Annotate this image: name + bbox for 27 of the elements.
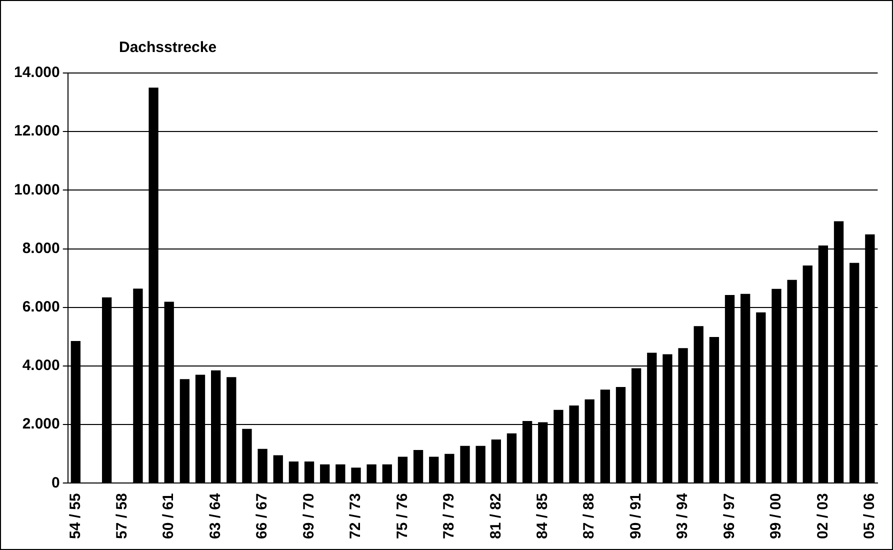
- x-tick-label: 69 / 70: [300, 493, 318, 540]
- y-tick-label: 2.000: [22, 416, 60, 433]
- x-tick-label: 75 / 76: [394, 493, 411, 540]
- x-tick-label: 93 / 94: [674, 492, 692, 540]
- x-tick-label: 72 / 73: [347, 493, 364, 540]
- y-tick-label: 0: [52, 474, 60, 492]
- x-tick-label: 87 / 88: [580, 493, 598, 540]
- x-tick-label: 90 / 91: [627, 493, 644, 540]
- x-tick-label: 54 / 55: [66, 493, 84, 540]
- y-tick-label: 8.000: [22, 240, 60, 257]
- x-tick-label: 57 / 58: [114, 493, 131, 540]
- y-tick-label: 12.000: [14, 122, 60, 140]
- x-tick-label: 84 / 85: [534, 493, 552, 540]
- x-tick-label: 63 / 64: [206, 492, 224, 540]
- x-tick-label: 81 / 82: [487, 493, 504, 540]
- chart-title: Dachsstrecke: [119, 39, 217, 56]
- y-tick-label: 6.000: [22, 298, 60, 316]
- x-tick-label: 99 / 00: [768, 493, 785, 540]
- y-tick-label: 10.000: [14, 181, 60, 198]
- x-tick-label: 05 / 06: [861, 493, 878, 540]
- y-tick-label: 14.000: [14, 64, 60, 82]
- x-tick-label: 60 / 61: [160, 493, 178, 540]
- x-tick-label: 66 / 67: [254, 493, 271, 540]
- x-tick-label: 78 / 79: [440, 493, 458, 540]
- x-tick-label: 02 / 03: [814, 493, 832, 540]
- x-tick-label: 96 / 97: [720, 493, 738, 540]
- y-tick-label: 4.000: [22, 357, 60, 374]
